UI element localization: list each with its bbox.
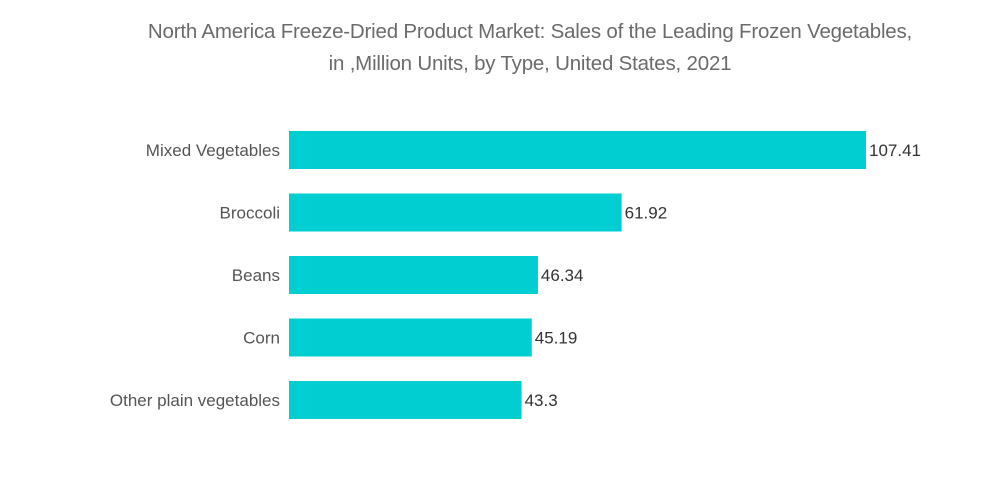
bar-corn [289,318,532,357]
bar-beans [289,256,538,294]
data-label: 107.41 [869,141,921,160]
category-label: Broccoli [220,204,280,223]
category-label: Mixed Vegetables [146,141,280,160]
data-label: 43.3 [525,391,558,410]
category-label: Corn [243,329,280,348]
category-label: Beans [232,266,280,285]
data-label: 45.19 [535,329,578,348]
bar-broccoli [289,193,622,232]
data-label: 46.34 [541,266,584,285]
chart-title: North America Freeze-Dried Product Marke… [30,16,1000,80]
data-label: 61.92 [625,204,668,223]
chart-title-line-1: North America Freeze-Dried Product Marke… [147,20,913,43]
bar-mixed-vegetables [289,131,866,169]
chart-title-line-2: in ,Million Units, by Type, United State… [328,52,732,75]
bar-other-plain-vegetables [289,381,522,419]
category-label: Other plain vegetables [110,391,280,410]
